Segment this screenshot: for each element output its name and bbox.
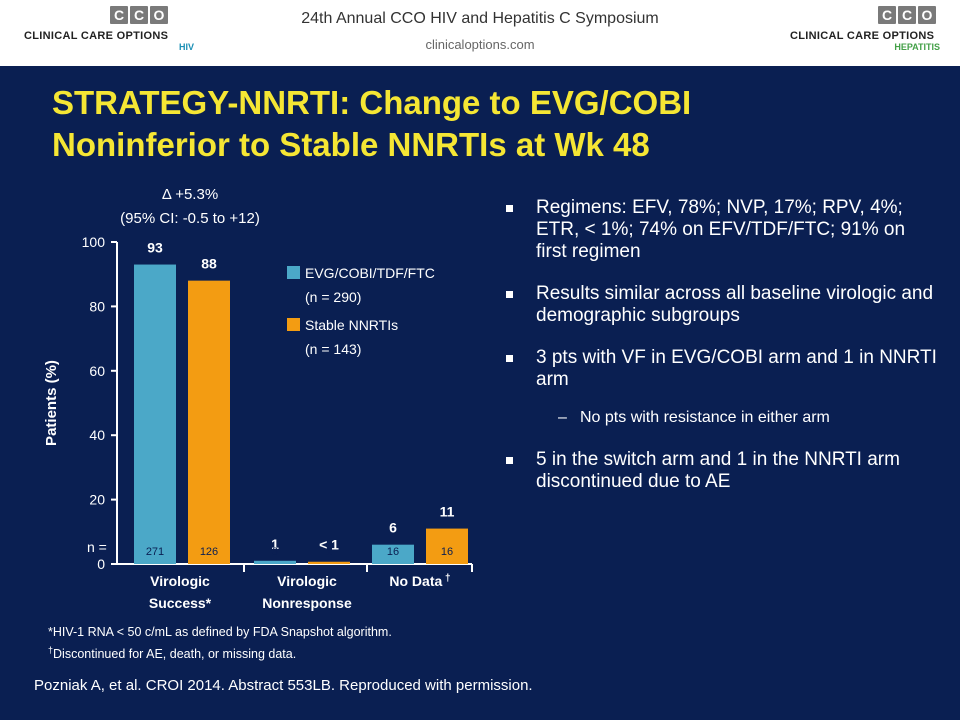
bar xyxy=(426,528,468,564)
x-category-label: Virologic xyxy=(150,573,210,589)
logo-name: CLINICAL CARE OPTIONS xyxy=(790,30,935,42)
bullet-text: No pts with resistance in either arm xyxy=(580,409,830,426)
x-category-label: Nonresponse xyxy=(262,595,352,611)
cco-logo-boxes: C C O xyxy=(878,6,940,24)
bar xyxy=(188,280,230,564)
x-category-label: No Data † xyxy=(389,573,450,589)
footnote-line: †Discontinued for AE, death, or missing … xyxy=(48,641,392,663)
y-tick-label: 100 xyxy=(82,234,106,250)
bullet-text: 3 pts with VF in EVG/COBI arm and 1 in N… xyxy=(536,347,937,390)
bullet-square-icon xyxy=(506,291,513,298)
bullet-text: Regimens: EFV, 78%; NVP, 17%; RPV, 4%; E… xyxy=(536,197,906,262)
bar-value-label: < 1 xyxy=(319,537,339,553)
bar-n-label: 16 xyxy=(441,546,453,558)
bar-value-label: 93 xyxy=(147,240,163,256)
legend-n-label: (n = 290) xyxy=(305,289,361,305)
x-category-label: Virologic xyxy=(277,573,337,589)
bullet-item: Regimens: EFV, 78%; NVP, 17%; RPV, 4%; E… xyxy=(500,197,940,263)
dagger-mark: † xyxy=(442,573,450,584)
delta-annotation: Δ +5.3% xyxy=(162,186,218,203)
y-tick-label: 40 xyxy=(89,427,105,443)
bar-value-label: 6 xyxy=(389,520,397,536)
legend-label: Stable NNRTIs xyxy=(305,317,398,333)
title-line-2: Noninferior to Stable NNRTIs at Wk 48 xyxy=(52,126,650,163)
footnotes: *HIV-1 RNA < 50 c/mL as defined by FDA S… xyxy=(48,623,392,663)
symposium-title: 24th Annual CCO HIV and Hepatitis C Symp… xyxy=(301,10,659,27)
dagger-mark: † xyxy=(48,645,54,655)
bar-value-label: 1 xyxy=(271,536,279,552)
x-category-label: Success* xyxy=(149,595,212,611)
title-line-1: STRATEGY-NNRTI: Change to EVG/COBI xyxy=(52,84,692,121)
legend-label: EVG/COBI/TDF/FTC xyxy=(305,265,435,281)
cco-logo-boxes: C C O xyxy=(110,6,194,24)
logo-sub: HEPATITIS xyxy=(894,42,940,52)
bullet-item: 3 pts with VF in EVG/COBI arm and 1 in N… xyxy=(500,347,940,391)
logo-sub: HIV xyxy=(178,42,194,52)
logo-letter: C xyxy=(898,6,916,24)
logo-letter: C xyxy=(110,6,128,24)
legend-n-label: (n = 143) xyxy=(305,341,361,357)
logo-letter: O xyxy=(150,6,168,24)
legend-swatch xyxy=(287,266,300,279)
legend-swatch xyxy=(287,318,300,331)
bullet-square-icon xyxy=(506,457,513,464)
bullet-item: Results similar across all baseline viro… xyxy=(500,283,940,327)
bar xyxy=(254,560,296,564)
bar-value-label: 88 xyxy=(201,256,217,272)
y-tick-label: 0 xyxy=(97,556,105,572)
bar xyxy=(308,561,350,564)
slide-header: C C O CLINICAL CARE OPTIONS HIV 24th Ann… xyxy=(0,0,960,66)
bar-n-label: 271 xyxy=(146,546,164,558)
bar-n-label: 1 xyxy=(326,546,332,558)
y-axis-title: Patients (%) xyxy=(43,360,60,446)
logo-letter: O xyxy=(918,6,936,24)
bar xyxy=(372,544,414,564)
footnote-line: *HIV-1 RNA < 50 c/mL as defined by FDA S… xyxy=(48,625,392,639)
slide-title: STRATEGY-NNRTI: Change to EVG/COBI Nonin… xyxy=(52,82,932,166)
bar xyxy=(134,264,176,564)
cco-hiv-logo: C C O CLINICAL CARE OPTIONS HIV xyxy=(24,6,194,52)
n-row-label: n = xyxy=(87,539,107,555)
bullet-text: Results similar across all baseline viro… xyxy=(536,283,934,326)
y-tick-label: 60 xyxy=(89,363,105,379)
ci-annotation: (95% CI: -0.5 to +12) xyxy=(120,210,260,227)
y-tick-label: 80 xyxy=(89,298,105,314)
logo-letter: C xyxy=(878,6,896,24)
bullet-square-icon xyxy=(506,355,513,362)
y-tick-label: 20 xyxy=(89,492,105,508)
bar-n-label: 3 xyxy=(272,546,278,558)
bar-n-label: 16 xyxy=(387,546,399,558)
logo-name: CLINICAL CARE OPTIONS xyxy=(24,30,169,42)
logo-letter: C xyxy=(130,6,148,24)
cco-hepatitis-logo: C C O CLINICAL CARE OPTIONS HEPATITIS xyxy=(790,6,940,52)
symposium-url[interactable]: clinicaloptions.com xyxy=(425,37,535,52)
bullet-text: 5 in the switch arm and 1 in the NNRTI a… xyxy=(536,449,900,492)
bullet-item: 5 in the switch arm and 1 in the NNRTI a… xyxy=(500,449,940,493)
dash-icon: – xyxy=(558,409,567,426)
citation: Pozniak A, et al. CROI 2014. Abstract 55… xyxy=(34,677,533,694)
sub-bullet-item: – No pts with resistance in either arm xyxy=(500,407,940,429)
bullet-list: Regimens: EFV, 78%; NVP, 17%; RPV, 4%; E… xyxy=(500,197,940,513)
bar-value-label: 11 xyxy=(440,504,455,520)
footnote-text: Discontinued for AE, death, or missing d… xyxy=(53,647,297,662)
bullet-square-icon xyxy=(506,205,513,212)
bar-n-label: 126 xyxy=(200,546,218,558)
